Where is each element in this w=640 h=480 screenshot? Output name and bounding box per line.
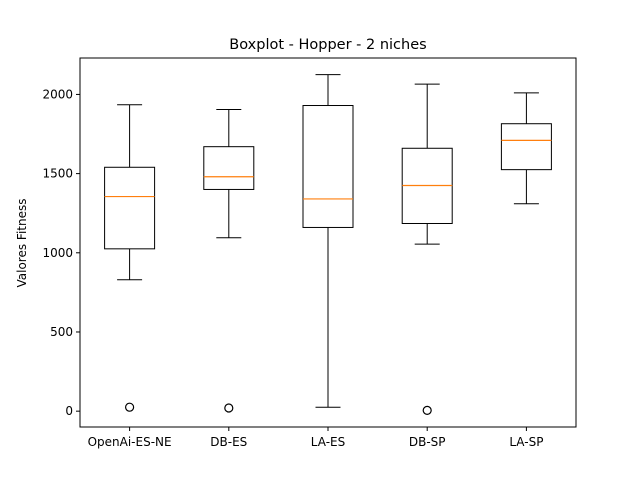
y-tick-label: 1000 xyxy=(42,246,73,260)
outlier-point xyxy=(422,405,432,415)
box-iqr xyxy=(104,166,156,250)
plot-area: 0 500 1000 1500 2000 OpenAi-ES-NE DB-ES LA-ES DB… xyxy=(42,74,552,449)
chart-title: Boxplot - Hopper - 2 niches xyxy=(229,37,426,53)
x-tick-label: DB-SP xyxy=(409,435,446,449)
outlier-point xyxy=(125,402,135,412)
box-iqr xyxy=(500,123,552,171)
y-tick-label: 1500 xyxy=(42,167,73,181)
y-tick-label: 2000 xyxy=(42,87,73,101)
plot-frame xyxy=(79,57,577,428)
box-iqr xyxy=(302,105,354,228)
y-tick-label: 500 xyxy=(50,325,73,339)
y-tick-label: 0 xyxy=(65,404,73,418)
x-tick-label: LA-ES xyxy=(311,435,345,449)
x-tick-label: DB-ES xyxy=(210,435,247,449)
x-tick-label: OpenAi-ES-NE xyxy=(88,435,172,449)
box-iqr xyxy=(203,146,255,190)
outlier-point xyxy=(224,403,234,413)
y-axis-label: Valores Fitness xyxy=(15,199,29,288)
x-tick-label: LA-SP xyxy=(509,435,543,449)
